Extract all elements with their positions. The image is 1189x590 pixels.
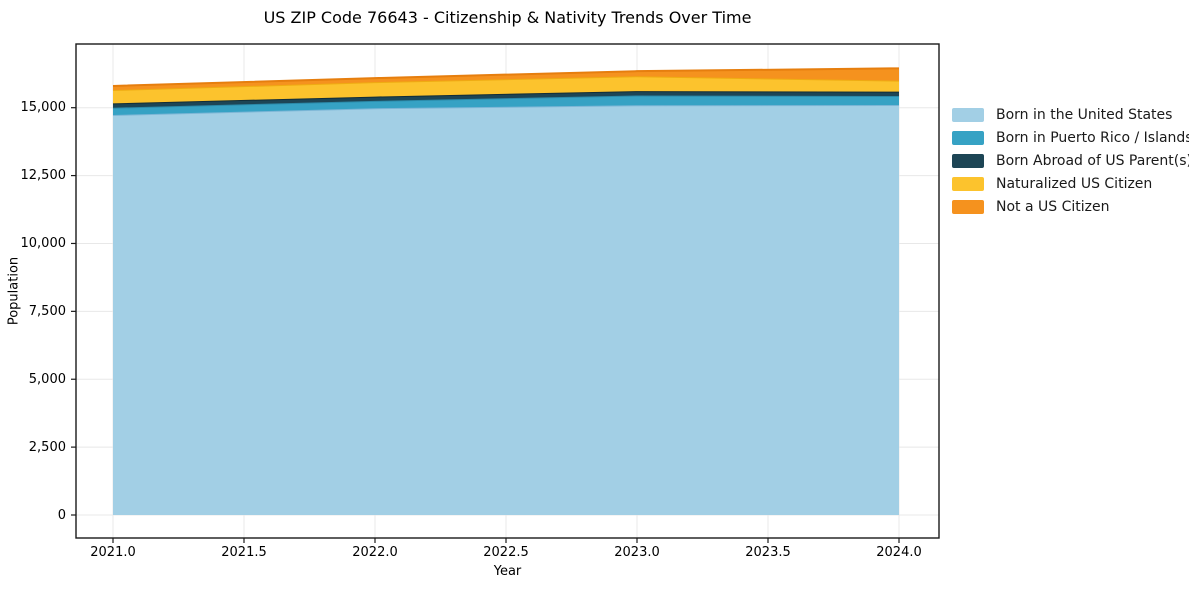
x-tick-label: 2021.0 bbox=[90, 545, 136, 560]
legend-swatch bbox=[952, 176, 984, 191]
x-tick-label: 2022.0 bbox=[352, 545, 398, 560]
y-tick-label: 5,000 bbox=[28, 371, 66, 387]
y-tick-label: 15,000 bbox=[20, 100, 67, 116]
legend-label: Born in Puerto Rico / Islands bbox=[996, 129, 1189, 146]
legend-item: Born Abroad of US Parent(s) bbox=[952, 149, 1189, 172]
axes-frame bbox=[75, 43, 940, 539]
legend-label: Naturalized US Citizen bbox=[996, 175, 1153, 192]
series-area bbox=[113, 91, 899, 108]
series-edge-line bbox=[112, 67, 900, 87]
x-axis-label: Year bbox=[493, 564, 522, 579]
legend-label: Born in the United States bbox=[996, 106, 1173, 123]
y-tick-label: 12,500 bbox=[20, 168, 67, 184]
legend-swatch bbox=[952, 130, 984, 145]
series-area bbox=[113, 95, 899, 116]
y-tick-label: 7,500 bbox=[28, 303, 66, 319]
series-area bbox=[113, 68, 899, 91]
legend-item: Not a US Citizen bbox=[952, 195, 1189, 218]
x-tick-label: 2023.0 bbox=[614, 545, 660, 560]
legend-item: Born in Puerto Rico / Islands bbox=[952, 126, 1189, 149]
y-tick-label: 0 bbox=[57, 507, 66, 523]
y-axis-label: Population bbox=[6, 256, 22, 326]
legend-swatch bbox=[952, 199, 984, 214]
legend-item: Naturalized US Citizen bbox=[952, 172, 1189, 195]
series-area bbox=[113, 104, 899, 515]
y-tick-label: 10,000 bbox=[20, 235, 67, 251]
x-tick-label: 2022.5 bbox=[483, 545, 529, 560]
legend-item: Born in the United States bbox=[952, 103, 1189, 126]
series-area bbox=[113, 76, 899, 104]
legend-label: Born Abroad of US Parent(s) bbox=[996, 152, 1189, 169]
x-tick-label: 2024.0 bbox=[876, 545, 922, 560]
chart-title: US ZIP Code 76643 - Citizenship & Nativi… bbox=[263, 8, 752, 27]
x-tick-label: 2023.5 bbox=[745, 545, 791, 560]
legend-swatch bbox=[952, 107, 984, 122]
legend: Born in the United States Born in Puerto … bbox=[952, 103, 1189, 218]
legend-label: Not a US Citizen bbox=[996, 198, 1110, 215]
x-tick-label: 2021.5 bbox=[221, 545, 267, 560]
legend-swatch bbox=[952, 153, 984, 168]
y-tick-label: 2,500 bbox=[28, 439, 66, 455]
